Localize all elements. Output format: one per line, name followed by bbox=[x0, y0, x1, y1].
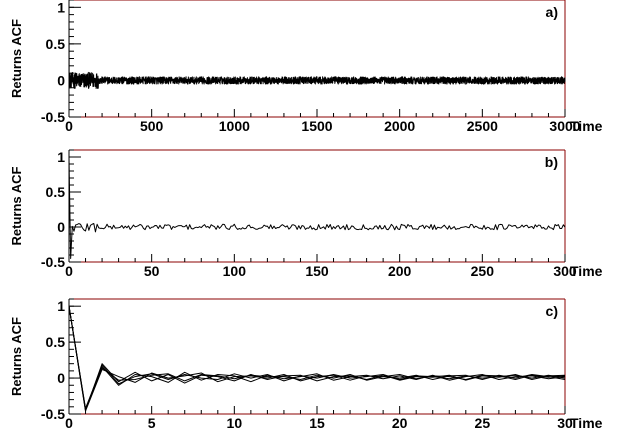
panel-label: b) bbox=[545, 154, 558, 170]
series-line-4 bbox=[68, 306, 566, 411]
x-tick-label: 500 bbox=[140, 118, 164, 134]
x-tick-label: 250 bbox=[471, 263, 495, 279]
x-tick-label: 20 bbox=[392, 415, 408, 431]
x-tick-label: 30 bbox=[557, 415, 573, 431]
x-tick-label: 200 bbox=[388, 263, 412, 279]
y-tick-label: 0 bbox=[57, 370, 65, 386]
x-tick-label: 300 bbox=[553, 263, 577, 279]
x-axis-title: Time bbox=[570, 118, 603, 134]
x-tick-label: 50 bbox=[144, 263, 160, 279]
y-tick-label: -0.5 bbox=[41, 406, 65, 422]
series-line-1 bbox=[68, 306, 566, 411]
y-axis-title: Returns ACF bbox=[9, 317, 24, 396]
series-line-5 bbox=[68, 306, 566, 410]
y-tick-label: 0 bbox=[57, 72, 65, 88]
acf-series-line bbox=[68, 7, 566, 89]
x-tick-label: 25 bbox=[475, 415, 491, 431]
series-line-3 bbox=[68, 306, 566, 412]
x-tick-label: 0 bbox=[65, 118, 73, 134]
x-axis-title: Time bbox=[570, 263, 603, 279]
x-tick-label: 100 bbox=[223, 263, 247, 279]
x-tick-label: 10 bbox=[227, 415, 243, 431]
x-tick-label: 150 bbox=[305, 263, 329, 279]
y-tick-label: 0 bbox=[57, 219, 65, 235]
x-tick-label: 0 bbox=[65, 263, 73, 279]
acf-series-line bbox=[68, 156, 566, 259]
x-tick-label: 0 bbox=[65, 415, 73, 431]
y-tick-label: 0.5 bbox=[46, 36, 66, 52]
y-tick-label: 0.5 bbox=[46, 184, 66, 200]
x-tick-label: 3000 bbox=[549, 118, 580, 134]
y-tick-label: 1 bbox=[57, 0, 65, 15]
y-axis-title: Returns ACF bbox=[9, 166, 24, 245]
y-tick-label: 1 bbox=[57, 298, 65, 314]
panel-label: c) bbox=[546, 303, 558, 319]
panel-a: 0 500 1000 1500 2000 2500 3000-0.500.51TimeRet… bbox=[9, 0, 603, 134]
x-tick-label: 15 bbox=[309, 415, 325, 431]
series-line-2 bbox=[68, 306, 566, 409]
x-tick-label: 2000 bbox=[384, 118, 415, 134]
y-axis-title: Returns ACF bbox=[9, 19, 24, 98]
x-tick-label: 1000 bbox=[219, 118, 250, 134]
x-tick-label: 2500 bbox=[467, 118, 498, 134]
y-tick-label: 0.5 bbox=[46, 334, 66, 350]
x-tick-label: 1500 bbox=[301, 118, 332, 134]
y-tick-label: -0.5 bbox=[41, 254, 65, 270]
panel-label: a) bbox=[546, 4, 558, 20]
x-axis-title: Time bbox=[570, 415, 603, 431]
x-tick-label: 5 bbox=[148, 415, 156, 431]
y-tick-label: 1 bbox=[57, 149, 65, 165]
y-tick-label: -0.5 bbox=[41, 109, 65, 125]
